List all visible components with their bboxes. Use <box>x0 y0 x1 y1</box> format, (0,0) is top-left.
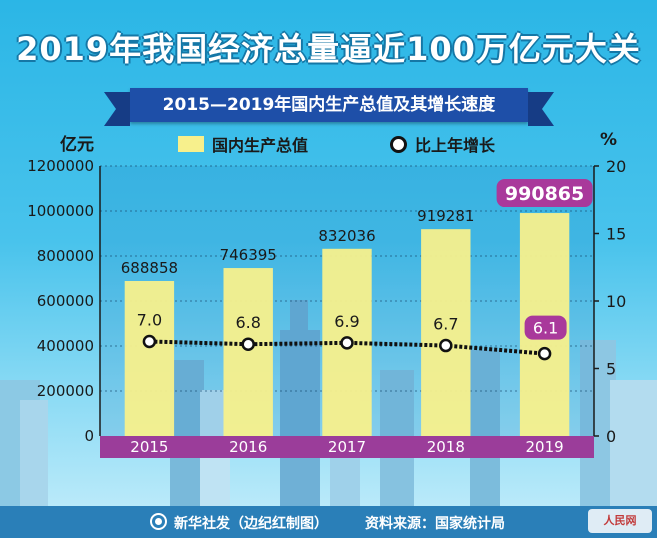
growth-value-label: 6.9 <box>334 312 359 331</box>
bar-value-label: 688858 <box>121 259 178 277</box>
legend-growth: 比上年增长 <box>390 132 495 156</box>
growth-value-label: 7.0 <box>137 311 162 330</box>
bar-value-label: 990865 <box>505 183 584 205</box>
x-tick-label: 2015 <box>130 438 168 456</box>
xinhua-logo-icon <box>150 513 167 530</box>
highlight-label-box <box>496 179 593 208</box>
x-tick-label: 2018 <box>427 438 465 456</box>
subtitle-ribbon: 2015—2019年国内生产总值及其增长速度 <box>104 88 554 126</box>
right-tick-label: 20 <box>606 157 626 176</box>
x-axis: 2015 2016 2017 2018 2019 <box>100 436 594 458</box>
right-tick-label: 0 <box>606 427 616 446</box>
left-axis: 0 200000 400000 600000 800000 1000000 1200000 <box>27 157 101 445</box>
growth-point <box>241 337 255 351</box>
chart-title: 2015—2019年国内生产总值及其增长速度 <box>130 88 528 122</box>
right-tick-label: 5 <box>606 360 616 379</box>
left-tick-label: 600000 <box>37 292 94 310</box>
growth-point <box>142 334 157 349</box>
bar-value-label: 746395 <box>220 246 277 264</box>
growth-value-label: 6.1 <box>533 319 558 338</box>
x-tick-label: 2019 <box>526 438 564 456</box>
highlight-point-box <box>524 315 567 340</box>
right-tick-label: 10 <box>606 292 626 311</box>
bar <box>421 229 471 436</box>
legend-gdp-label: 国内生产总值 <box>212 136 309 155</box>
left-tick-label: 200000 <box>37 382 94 400</box>
left-tick-label: 1200000 <box>27 157 94 175</box>
bar <box>124 281 175 436</box>
bar-swatch-icon <box>178 136 204 152</box>
x-tick-label: 2017 <box>328 438 366 456</box>
footer-bar: 新华社发（边纪红制图） 资料来源：国家统计局 <box>0 506 657 538</box>
footer-credit: 新华社发（边纪红制图） <box>174 516 328 532</box>
left-tick-label: 400000 <box>37 337 94 355</box>
x-tick-label: 2016 <box>229 438 267 456</box>
legend-gdp: 国内生产总值 <box>178 132 308 156</box>
footer-source: 资料来源：国家统计局 <box>365 516 505 532</box>
left-axis-unit: 亿元 <box>60 135 94 155</box>
bar-value-label: 919281 <box>417 207 474 225</box>
bar-value-label: 832036 <box>318 227 375 245</box>
right-axis: 0 5 10 15 20 <box>593 157 626 446</box>
growth-point <box>340 336 354 350</box>
growth-value-label: 6.7 <box>433 315 458 334</box>
growth-value-label: 6.8 <box>235 313 260 332</box>
right-tick-label: 15 <box>606 225 626 244</box>
right-axis-unit: % <box>600 130 618 150</box>
watermark: 人民网 <box>588 509 652 533</box>
left-tick-label: 0 <box>84 427 94 445</box>
left-tick-label: 800000 <box>37 247 94 265</box>
growth-point <box>439 338 453 353</box>
growth-point <box>537 346 552 361</box>
legend-growth-label: 比上年增长 <box>415 136 496 155</box>
page-title: 2019年我国经济总量逼近100万亿元大关 <box>16 30 641 68</box>
x-axis-band <box>100 436 594 458</box>
line-series: 7.0 6.8 6.9 6.7 6.1 <box>137 311 567 361</box>
left-tick-label: 1000000 <box>27 202 94 220</box>
bar <box>223 268 273 436</box>
dot-swatch-icon <box>390 135 407 153</box>
